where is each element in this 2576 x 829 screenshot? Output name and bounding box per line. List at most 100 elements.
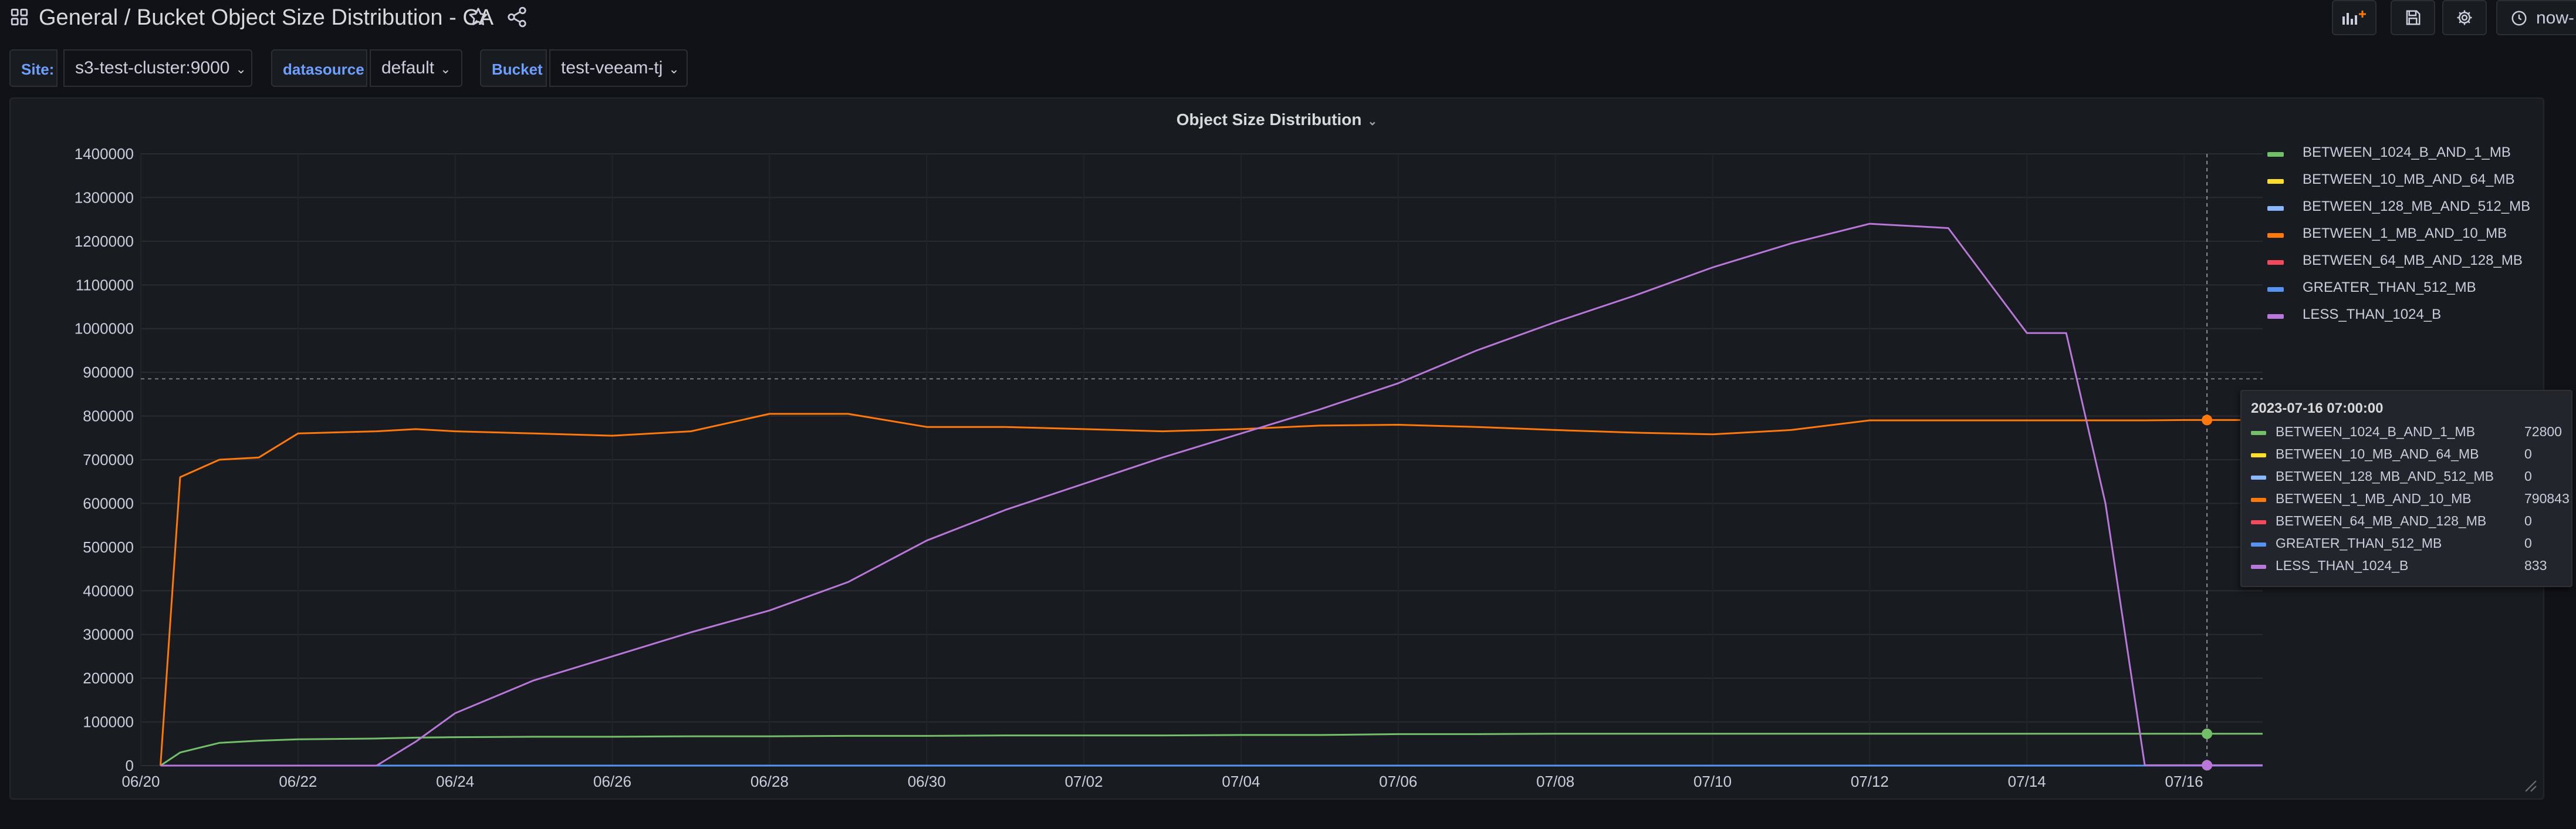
hover-point bbox=[2202, 760, 2213, 771]
add-panel-button[interactable] bbox=[2332, 0, 2376, 35]
x-tick-label: 07/16 bbox=[2165, 773, 2203, 790]
tooltip-swatch bbox=[2251, 565, 2266, 569]
y-tick-label: 0 bbox=[126, 757, 134, 774]
dashboard-title[interactable]: Bucket Object Size Distribution - CA bbox=[136, 5, 494, 30]
share-icon[interactable] bbox=[506, 6, 528, 28]
hover-point bbox=[2202, 414, 2213, 426]
tooltip-series-name: BETWEEN_10_MB_AND_64_MB bbox=[2276, 446, 2479, 461]
variable-value-bucket: test-veeam-tj bbox=[561, 58, 663, 77]
resize-handle-icon[interactable] bbox=[2524, 780, 2537, 793]
clock-icon bbox=[2511, 11, 2527, 26]
add-panel-icon bbox=[2342, 11, 2366, 25]
y-tick-label: 1100000 bbox=[76, 276, 134, 294]
tooltip-row: GREATER_THAN_512_MB 0 bbox=[2251, 535, 2556, 553]
legend-label: LESS_THAN_1024_B bbox=[2303, 306, 2442, 322]
time-range-label: now- bbox=[2536, 8, 2575, 28]
variable-select-site[interactable]: s3-test-cluster:9000 ⌄ bbox=[63, 49, 252, 87]
legend-label: BETWEEN_10_MB_AND_64_MB bbox=[2303, 171, 2515, 187]
y-tick-label: 400000 bbox=[83, 582, 134, 599]
legend-label: BETWEEN_128_MB_AND_512_MB bbox=[2303, 198, 2531, 214]
y-tick-label: 800000 bbox=[83, 407, 134, 425]
tooltip-series-value: 0 bbox=[2524, 513, 2532, 528]
breadcrumb-folder[interactable]: General bbox=[39, 5, 119, 30]
legend-swatch bbox=[2267, 260, 2284, 265]
legend-label: BETWEEN_1024_B_AND_1_MB bbox=[2303, 144, 2511, 160]
breadcrumb: General / Bucket Object Size Distributio… bbox=[39, 2, 493, 33]
chevron-down-icon: ⌄ bbox=[668, 62, 680, 76]
legend-swatch bbox=[2267, 179, 2284, 184]
variable-label-datasource: datasource bbox=[271, 49, 367, 87]
tooltip-series-value: 0 bbox=[2524, 535, 2532, 551]
breadcrumb-separator: / bbox=[124, 5, 131, 30]
tooltip-series-value: 0 bbox=[2524, 446, 2532, 461]
legend-swatch bbox=[2267, 206, 2284, 211]
x-tick-label: 07/14 bbox=[2008, 773, 2046, 790]
x-tick-label: 07/06 bbox=[1379, 773, 1417, 790]
y-tick-label: 500000 bbox=[83, 538, 134, 556]
y-tick-label: 900000 bbox=[83, 363, 134, 381]
legend-label: BETWEEN_1_MB_AND_10_MB bbox=[2303, 225, 2507, 241]
tooltip-swatch bbox=[2251, 498, 2266, 502]
y-tick-label: 1400000 bbox=[75, 145, 134, 163]
variable-select-datasource[interactable]: default ⌄ bbox=[370, 49, 462, 87]
y-tick-label: 300000 bbox=[83, 626, 134, 643]
y-tick-label: 1200000 bbox=[75, 232, 134, 250]
star-icon[interactable] bbox=[467, 6, 489, 28]
tooltip-row: BETWEEN_128_MB_AND_512_MB 0 bbox=[2251, 469, 2556, 486]
graph-panel: Object Size Distribution ⌄ bbox=[9, 97, 2544, 800]
legend-label: GREATER_THAN_512_MB bbox=[2303, 279, 2476, 295]
hover-point bbox=[2202, 728, 2213, 739]
tooltip-series-name: BETWEEN_64_MB_AND_128_MB bbox=[2276, 513, 2487, 528]
tooltip-series-name: BETWEEN_1024_B_AND_1_MB bbox=[2276, 424, 2476, 439]
tooltip-series-name: BETWEEN_1_MB_AND_10_MB bbox=[2276, 491, 2472, 506]
x-tick-label: 07/02 bbox=[1065, 773, 1103, 790]
tooltip-row: BETWEEN_1024_B_AND_1_MB 72800 bbox=[2251, 424, 2562, 442]
panel-header[interactable]: Object Size Distribution ⌄ bbox=[11, 110, 2543, 129]
y-tick-label: 600000 bbox=[83, 494, 134, 512]
tooltip-swatch bbox=[2251, 431, 2266, 435]
tooltip-series-name: LESS_THAN_1024_B bbox=[2276, 558, 2409, 573]
tooltip-row: BETWEEN_1_MB_AND_10_MB 790843 bbox=[2251, 491, 2570, 508]
y-tick-label: 1300000 bbox=[75, 188, 134, 206]
tooltip-swatch bbox=[2251, 520, 2266, 524]
x-tick-label: 07/04 bbox=[1222, 773, 1260, 790]
tooltip-time: 2023-07-16 07:00:00 bbox=[2251, 400, 2384, 416]
top-navbar: General / Bucket Object Size Distributio… bbox=[0, 0, 2576, 35]
x-tick-label: 06/26 bbox=[593, 773, 631, 790]
tooltip-swatch bbox=[2251, 476, 2266, 480]
time-range-picker[interactable]: now- bbox=[2496, 0, 2576, 35]
y-tick-label: 100000 bbox=[83, 713, 134, 731]
gear-icon bbox=[2457, 10, 2472, 25]
variable-select-bucket[interactable]: test-veeam-tj ⌄ bbox=[549, 49, 688, 87]
tooltip-series-value: 0 bbox=[2524, 469, 2532, 484]
legend-swatch bbox=[2267, 314, 2284, 319]
save-icon bbox=[2406, 10, 2421, 25]
x-tick-label: 07/10 bbox=[1693, 773, 1732, 790]
tooltip-series-value: 790843 bbox=[2524, 491, 2570, 506]
x-tick-label: 06/30 bbox=[908, 773, 946, 790]
chevron-down-icon: ⌄ bbox=[235, 62, 246, 76]
series-line-less-than-1024-b bbox=[160, 223, 2263, 767]
dashboard-settings-button[interactable] bbox=[2442, 0, 2487, 35]
series-line-between-1-mb-and-10-mb bbox=[160, 413, 2263, 766]
tooltip-series-name: BETWEEN_128_MB_AND_512_MB bbox=[2276, 469, 2494, 484]
y-tick-label: 1000000 bbox=[75, 320, 134, 338]
apps-grid-icon[interactable] bbox=[9, 7, 29, 27]
chevron-down-icon: ⌄ bbox=[1367, 115, 1378, 128]
save-dashboard-button[interactable] bbox=[2391, 0, 2435, 35]
tooltip-swatch bbox=[2251, 542, 2266, 547]
x-tick-label: 06/22 bbox=[279, 773, 317, 790]
variable-value-datasource: default bbox=[381, 58, 435, 77]
y-tick-label: 200000 bbox=[83, 669, 134, 687]
tooltip-row: LESS_THAN_1024_B 833 bbox=[2251, 558, 2556, 575]
x-tick-label: 06/24 bbox=[436, 773, 474, 790]
series-line-between-1024-b-and-1-mb bbox=[160, 733, 2263, 767]
x-tick-label: 07/12 bbox=[1851, 773, 1889, 790]
variable-label-bucket: Bucket bbox=[480, 49, 547, 87]
chevron-down-icon: ⌄ bbox=[440, 62, 451, 76]
legend-label: BETWEEN_64_MB_AND_128_MB bbox=[2303, 252, 2523, 268]
y-tick-label: 700000 bbox=[83, 451, 134, 469]
variable-label-site: Site: bbox=[9, 49, 58, 87]
tooltip-row: BETWEEN_64_MB_AND_128_MB 0 bbox=[2251, 513, 2556, 531]
